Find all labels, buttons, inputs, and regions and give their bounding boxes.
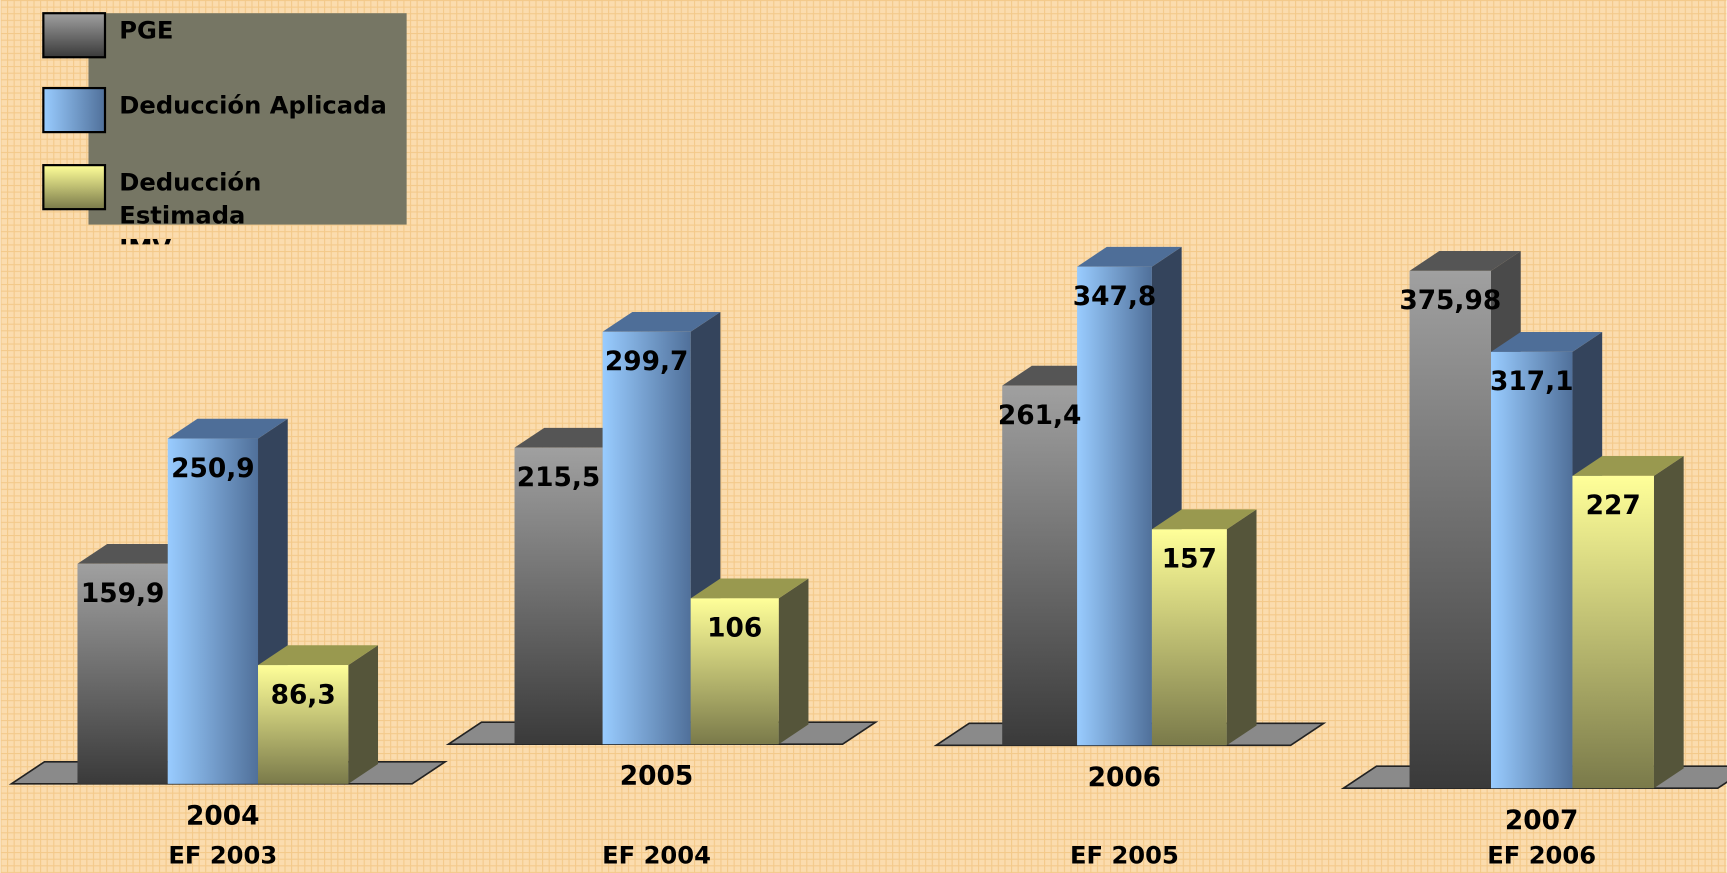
- bar-top: [602, 311, 721, 332]
- bar: [690, 598, 779, 745]
- value-label: 157: [1162, 544, 1217, 575]
- bar-top: [690, 578, 809, 599]
- value-label: 299,7: [605, 346, 689, 377]
- value-label: 250,9: [171, 453, 255, 484]
- bar-top: [167, 418, 288, 439]
- value-label: 261,4: [998, 400, 1082, 431]
- bar: [1002, 385, 1078, 746]
- legend-swatch: [42, 12, 107, 59]
- bar: [1151, 529, 1227, 746]
- legend-label-box: Deducción Aplicada: [119, 92, 387, 120]
- value-label: 215,5: [517, 462, 601, 493]
- value-label: 227: [1586, 490, 1641, 521]
- bar: [1572, 475, 1654, 789]
- bar: [514, 447, 603, 745]
- legend-label: PGE: [119, 17, 174, 46]
- category-sublabel: EF 2005: [1070, 841, 1179, 869]
- bar-top: [1151, 509, 1257, 530]
- value-label: 86,3: [271, 679, 336, 710]
- bar-top: [1409, 251, 1521, 271]
- bar: [258, 665, 349, 784]
- bar: [1409, 270, 1492, 789]
- value-label: 375,98: [1399, 285, 1501, 316]
- category-label: 2005: [620, 761, 693, 792]
- bar: [167, 438, 259, 784]
- bar: [77, 563, 168, 784]
- value-label: 317,1: [1490, 366, 1574, 397]
- legend-label-box: Deducción Estimada IMV: [119, 169, 262, 245]
- category-label: 2004: [186, 800, 259, 831]
- bar: [1491, 351, 1573, 789]
- category-sublabel: EF 2006: [1487, 841, 1596, 869]
- category-sublabel: EF 2004: [602, 841, 711, 869]
- bar: [1077, 266, 1152, 746]
- bar-top: [1491, 332, 1603, 352]
- legend-label-box: PGE: [119, 17, 174, 46]
- legend-label: Deducción Aplicada: [119, 92, 387, 120]
- legend-swatch: [42, 86, 107, 134]
- category-sublabel: EF 2003: [168, 841, 277, 869]
- bar-top: [1077, 246, 1182, 267]
- bar-side: [348, 645, 379, 784]
- bar-top: [258, 645, 379, 666]
- value-label: 106: [707, 613, 762, 644]
- bar-side: [1226, 509, 1257, 746]
- bar-top: [1572, 456, 1684, 476]
- category-label: 2006: [1088, 762, 1161, 793]
- value-label: 159,9: [81, 578, 165, 609]
- bar: [602, 331, 691, 745]
- bar-top: [77, 543, 198, 564]
- legend-label: Deducción Estimada IMV: [119, 169, 262, 245]
- value-label: 347,8: [1073, 281, 1157, 312]
- legend-box: [88, 13, 407, 225]
- legend-swatch: [42, 164, 107, 211]
- category-label: 2007: [1505, 805, 1579, 836]
- bar-side: [1653, 456, 1684, 789]
- legend: PGE Deducción Aplicada Deducción Estimada …: [42, 12, 387, 245]
- bar-side: [778, 578, 809, 745]
- plot: 159,9 250,9 86,3 2004 EF 2003 215,5 299,7 106 20…: [8, 246, 1727, 869]
